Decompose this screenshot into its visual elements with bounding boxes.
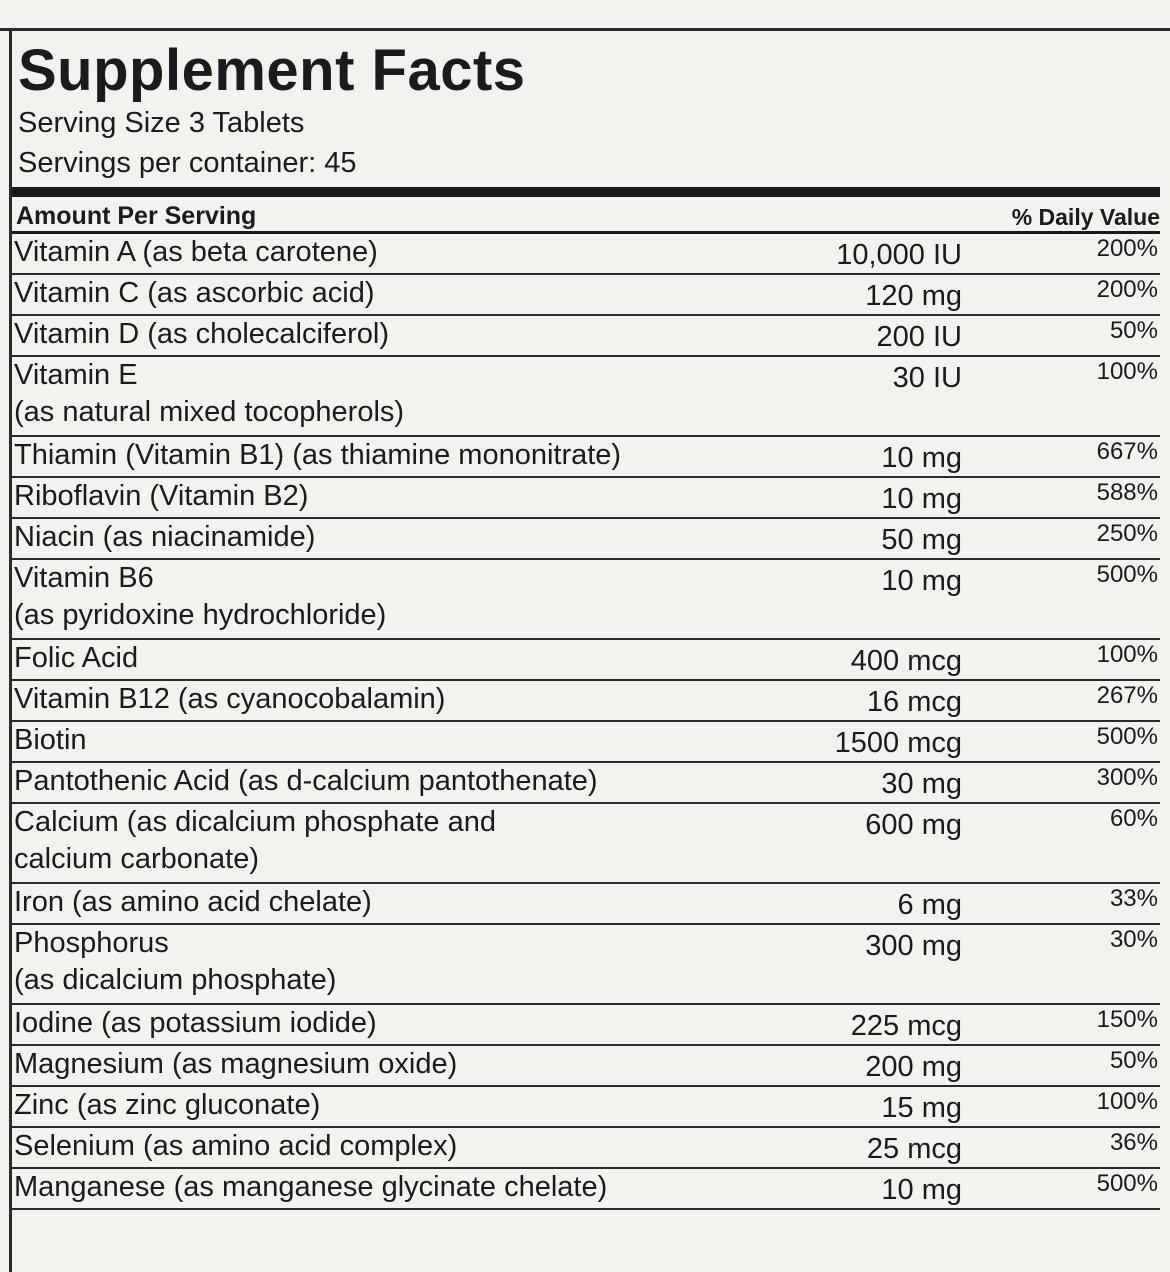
nutrient-daily-value: 150% — [1096, 1006, 1158, 1033]
nutrient-name: Calcium (as dicalcium phosphate and calc… — [14, 806, 496, 875]
table-row: Vitamin B6 (as pyridoxine hydrochloride)… — [12, 560, 1160, 640]
nutrient-amount: 600 mg — [865, 809, 962, 841]
nutrient-daily-value: 250% — [1096, 520, 1158, 547]
nutrient-name: Vitamin C (as ascorbic acid) — [14, 277, 375, 309]
table-row: Magnesium (as magnesium oxide) 200 mg 50% — [12, 1046, 1160, 1087]
nutrient-name: Magnesium (as magnesium oxide) — [14, 1048, 458, 1080]
nutrient-name: Vitamin E (as natural mixed tocopherols) — [14, 359, 405, 428]
nutrient-amount: 10 mg — [881, 442, 962, 474]
nutrient-amount: 225 mcg — [850, 1010, 962, 1042]
nutrient-amount: 15 mg — [881, 1092, 962, 1124]
nutrient-name: Pantothenic Acid (as d-calcium pantothen… — [14, 765, 598, 797]
servings-per-container: Servings per container: 45 — [18, 147, 357, 179]
nutrient-name: Vitamin A (as beta carotene) — [14, 236, 378, 268]
nutrient-daily-value: 200% — [1096, 276, 1158, 303]
nutrient-daily-value: 50% — [1109, 1047, 1158, 1074]
nutrient-name: Riboflavin (Vitamin B2) — [14, 480, 309, 512]
nutrient-daily-value: 500% — [1096, 561, 1158, 588]
nutrient-amount: 30 IU — [892, 362, 962, 394]
nutrient-daily-value: 667% — [1096, 438, 1158, 465]
label-title: Supplement Facts — [18, 38, 526, 103]
table-row: Zinc (as zinc gluconate) 15 mg 100% — [12, 1087, 1160, 1128]
table-row: Manganese (as manganese glycinate chelat… — [12, 1169, 1160, 1210]
nutrient-daily-value: 200% — [1096, 235, 1158, 262]
nutrient-daily-value: 33% — [1109, 885, 1158, 912]
table-row: Vitamin E (as natural mixed tocopherols)… — [12, 357, 1160, 437]
nutrient-daily-value: 60% — [1109, 805, 1158, 832]
table-row: Vitamin D (as cholecalciferol) 200 IU 50% — [12, 316, 1160, 357]
table-row: Pantothenic Acid (as d-calcium pantothen… — [12, 763, 1160, 804]
nutrient-amount: 10 mg — [881, 483, 962, 515]
nutrient-name: Zinc (as zinc gluconate) — [14, 1089, 321, 1121]
nutrient-amount: 10 mg — [881, 1174, 962, 1206]
nutrient-daily-value: 50% — [1109, 317, 1158, 344]
table-row: Biotin 1500 mcg 500% — [12, 722, 1160, 763]
nutrient-daily-value: 500% — [1096, 1170, 1158, 1197]
nutrient-daily-value: 588% — [1096, 479, 1158, 506]
nutrient-amount: 50 mg — [881, 524, 962, 556]
nutrient-amount: 6 mg — [897, 889, 962, 921]
nutrient-amount: 25 mcg — [866, 1133, 962, 1165]
nutrient-daily-value: 30% — [1109, 926, 1158, 953]
serving-size: Serving Size 3 Tablets — [18, 107, 305, 139]
nutrient-name: Biotin — [14, 724, 87, 756]
nutrient-name: Iodine (as potassium iodide) — [14, 1007, 377, 1039]
thick-divider — [12, 187, 1160, 197]
daily-value-header: % Daily Value — [1011, 204, 1160, 230]
nutrient-name: Vitamin D (as cholecalciferol) — [14, 318, 389, 350]
supplement-facts-label: Supplement Facts Serving Size 3 Tablets … — [12, 31, 1160, 1210]
nutrient-table: Vitamin A (as beta carotene) 10,000 IU 200… — [12, 234, 1160, 1210]
nutrient-daily-value: 100% — [1096, 1088, 1158, 1115]
table-row: Niacin (as niacinamide) 50 mg 250% — [12, 519, 1160, 560]
table-row: Vitamin C (as ascorbic acid) 120 mg 200% — [12, 275, 1160, 316]
nutrient-amount: 200 IU — [876, 321, 962, 353]
table-row: Selenium (as amino acid complex) 25 mcg 36… — [12, 1128, 1160, 1169]
table-row: Iodine (as potassium iodide) 225 mcg 150% — [12, 1005, 1160, 1046]
table-row: Calcium (as dicalcium phosphate and calc… — [12, 804, 1160, 884]
nutrient-name: Folic Acid — [14, 642, 139, 674]
table-row: Vitamin B12 (as cyanocobalamin) 16 mcg 267… — [12, 681, 1160, 722]
nutrient-amount: 30 mg — [881, 768, 962, 800]
nutrient-name: Selenium (as amino acid complex) — [14, 1130, 458, 1162]
nutrient-amount: 16 mcg — [866, 686, 962, 718]
nutrient-amount: 400 mcg — [850, 645, 962, 677]
nutrient-amount: 10 mg — [881, 565, 962, 597]
nutrient-name: Iron (as amino acid chelate) — [14, 886, 372, 918]
table-row: Thiamin (Vitamin B1) (as thiamine mononi… — [12, 437, 1160, 478]
nutrient-name: Thiamin (Vitamin B1) (as thiamine mononi… — [14, 439, 622, 471]
table-row: Riboflavin (Vitamin B2) 10 mg 588% — [12, 478, 1160, 519]
nutrient-name: Manganese (as manganese glycinate chelat… — [14, 1171, 608, 1203]
nutrient-daily-value: 300% — [1096, 764, 1158, 791]
nutrient-daily-value: 267% — [1096, 682, 1158, 709]
table-row: Vitamin A (as beta carotene) 10,000 IU 200… — [12, 234, 1160, 275]
table-row: Iron (as amino acid chelate) 6 mg 33% — [12, 884, 1160, 925]
table-header: Amount Per Serving % Daily Value — [12, 197, 1160, 234]
top-border — [0, 28, 1170, 31]
nutrient-amount: 300 mg — [865, 930, 962, 962]
nutrient-name: Vitamin B6 (as pyridoxine hydrochloride) — [14, 562, 387, 631]
nutrient-daily-value: 36% — [1109, 1129, 1158, 1156]
nutrient-name: Phosphorus (as dicalcium phosphate) — [14, 927, 337, 996]
left-border — [9, 28, 12, 1272]
nutrient-amount: 1500 mcg — [834, 727, 962, 759]
nutrient-daily-value: 500% — [1096, 723, 1158, 750]
nutrient-name: Niacin (as niacinamide) — [14, 521, 316, 553]
nutrient-amount: 200 mg — [865, 1051, 962, 1083]
table-row: Folic Acid 400 mcg 100% — [12, 640, 1160, 681]
table-row: Phosphorus (as dicalcium phosphate) 300 m… — [12, 925, 1160, 1005]
nutrient-amount: 120 mg — [865, 280, 962, 312]
nutrient-daily-value: 100% — [1096, 358, 1158, 385]
nutrient-name: Vitamin B12 (as cyanocobalamin) — [14, 683, 446, 715]
nutrient-daily-value: 100% — [1096, 641, 1158, 668]
nutrient-amount: 10,000 IU — [836, 239, 962, 271]
amount-header: Amount Per Serving — [16, 202, 257, 230]
